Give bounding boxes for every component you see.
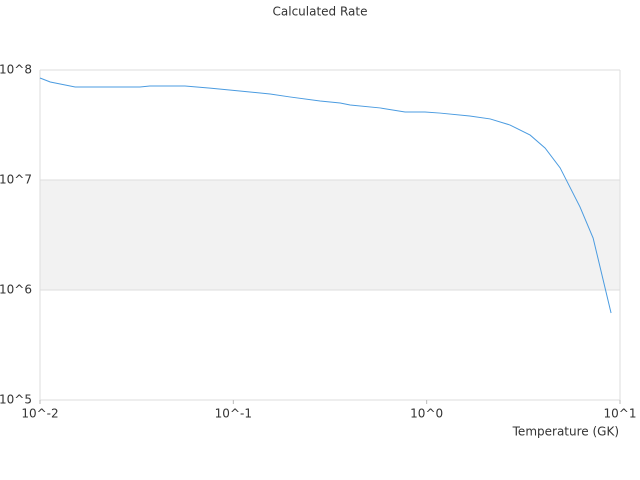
x-tick-label: 10^1 [604,407,637,421]
grid-band [40,180,620,290]
y-tick-label: 10^5 [0,393,32,407]
data-line [39,77,612,314]
y-tick-label: 10^6 [0,283,32,297]
x-axis-label: Temperature (GK) [512,425,619,439]
y-tick-label: 10^7 [0,173,32,187]
y-tick-label: 10^8 [0,63,32,77]
x-tick-label: 10^-1 [215,407,252,421]
chart-title: Calculated Rate [273,5,368,19]
x-tick-label: 10^-2 [21,407,58,421]
x-tick-label: 10^0 [410,407,443,421]
